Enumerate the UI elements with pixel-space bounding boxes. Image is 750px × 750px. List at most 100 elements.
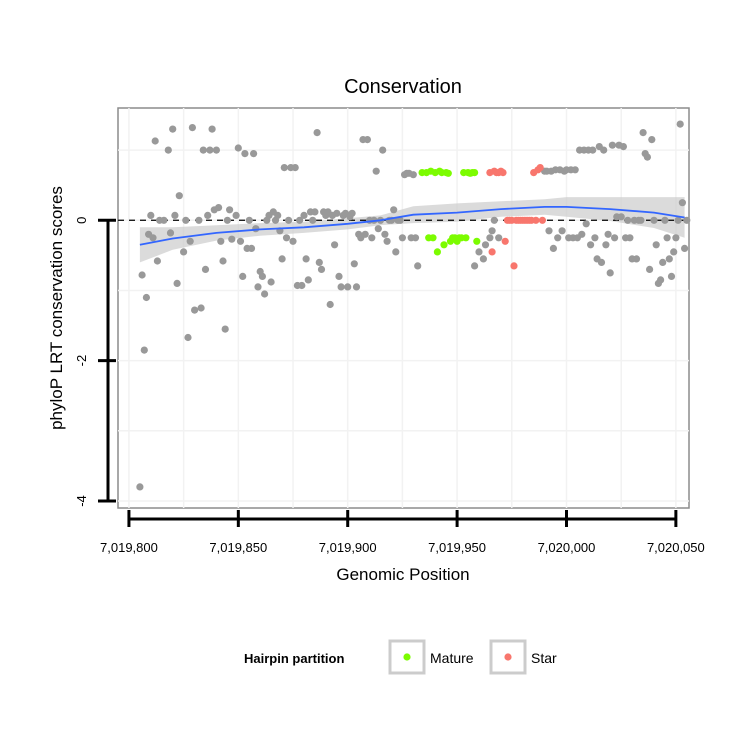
x-tick-label: 7,019,950	[428, 540, 486, 555]
legend-swatch-mature	[403, 653, 411, 661]
point-other	[578, 230, 586, 238]
point-other	[147, 211, 155, 219]
y-axis: -4 -2 0	[74, 217, 116, 507]
point-other	[683, 216, 691, 224]
point-other	[258, 272, 266, 280]
point-mature	[429, 234, 437, 242]
point-other	[191, 306, 199, 314]
point-other	[173, 279, 181, 287]
point-other	[646, 265, 654, 273]
point-other	[171, 211, 179, 219]
legend-label-star: Star	[531, 650, 557, 666]
point-other	[611, 234, 619, 242]
point-other	[223, 216, 231, 224]
point-other	[678, 199, 687, 207]
y-axis-label: phyloP LRT conservation scores	[47, 186, 66, 430]
point-other	[309, 216, 317, 224]
point-star	[488, 248, 496, 256]
point-other	[317, 265, 326, 273]
legend-swatch-star	[504, 653, 512, 661]
point-other	[245, 216, 253, 224]
point-other	[667, 272, 676, 280]
y-tick-label: -2	[74, 355, 89, 367]
point-other	[149, 234, 157, 242]
point-other	[296, 216, 304, 224]
point-other	[665, 255, 673, 263]
point-other	[663, 234, 671, 242]
point-other	[261, 290, 269, 298]
point-other	[201, 265, 210, 273]
point-other	[381, 230, 389, 238]
point-other	[409, 171, 417, 179]
x-axis-label: Genomic Position	[336, 565, 469, 584]
point-other	[652, 241, 660, 249]
point-other	[617, 213, 625, 221]
point-other	[267, 278, 275, 286]
point-other	[597, 258, 606, 266]
smooth-trend-line	[139, 206, 685, 246]
data-points	[136, 120, 691, 491]
point-other	[479, 255, 487, 263]
point-other	[549, 244, 558, 252]
point-other	[368, 234, 376, 242]
point-other	[206, 146, 214, 154]
point-star	[499, 169, 507, 177]
point-other	[657, 276, 665, 284]
point-other	[626, 234, 634, 242]
x-axis: 7,019,800 7,019,850 7,019,900 7,019,950 7,02…	[100, 510, 705, 555]
point-other	[379, 146, 387, 154]
point-other	[602, 241, 610, 249]
point-other	[337, 283, 345, 291]
point-other	[247, 244, 256, 252]
point-other	[624, 216, 632, 224]
point-mature	[473, 237, 481, 245]
point-other	[331, 241, 339, 249]
point-other	[151, 137, 159, 145]
point-other	[234, 144, 242, 152]
point-other	[608, 141, 617, 149]
x-tick-label: 7,020,050	[647, 540, 705, 555]
point-other	[670, 248, 678, 256]
point-other	[180, 248, 188, 256]
point-other	[254, 283, 262, 291]
point-star	[510, 262, 518, 270]
point-other	[326, 300, 334, 309]
point-other	[250, 150, 258, 158]
point-other	[311, 208, 319, 216]
point-other	[637, 216, 645, 224]
point-other	[138, 271, 146, 279]
x-tick-label: 7,019,800	[100, 540, 158, 555]
point-other	[350, 260, 358, 268]
point-other	[632, 255, 641, 263]
point-other	[136, 483, 144, 491]
chart-title: Conservation	[344, 76, 462, 98]
point-other	[164, 146, 172, 154]
point-other	[481, 241, 490, 249]
point-star	[536, 164, 544, 172]
point-other	[681, 244, 689, 252]
point-other	[396, 216, 404, 224]
point-other	[344, 283, 352, 291]
point-other	[676, 120, 684, 128]
point-other	[639, 129, 647, 137]
point-other	[471, 262, 479, 270]
point-other	[274, 211, 282, 219]
point-other	[352, 283, 361, 291]
point-other	[361, 230, 369, 238]
point-other	[140, 346, 148, 354]
point-other	[199, 146, 207, 154]
point-other	[589, 146, 597, 154]
point-other	[280, 164, 288, 172]
point-other	[302, 255, 310, 263]
point-other	[195, 216, 203, 224]
point-other	[291, 164, 299, 172]
point-other	[414, 262, 422, 270]
point-mature	[440, 241, 448, 249]
legend: Hairpin partition Mature Star	[244, 639, 557, 675]
point-other	[558, 227, 566, 235]
x-tick-label: 7,019,850	[209, 540, 267, 555]
point-other	[182, 216, 190, 224]
point-other	[643, 153, 652, 161]
y-tick-label: 0	[74, 217, 89, 224]
